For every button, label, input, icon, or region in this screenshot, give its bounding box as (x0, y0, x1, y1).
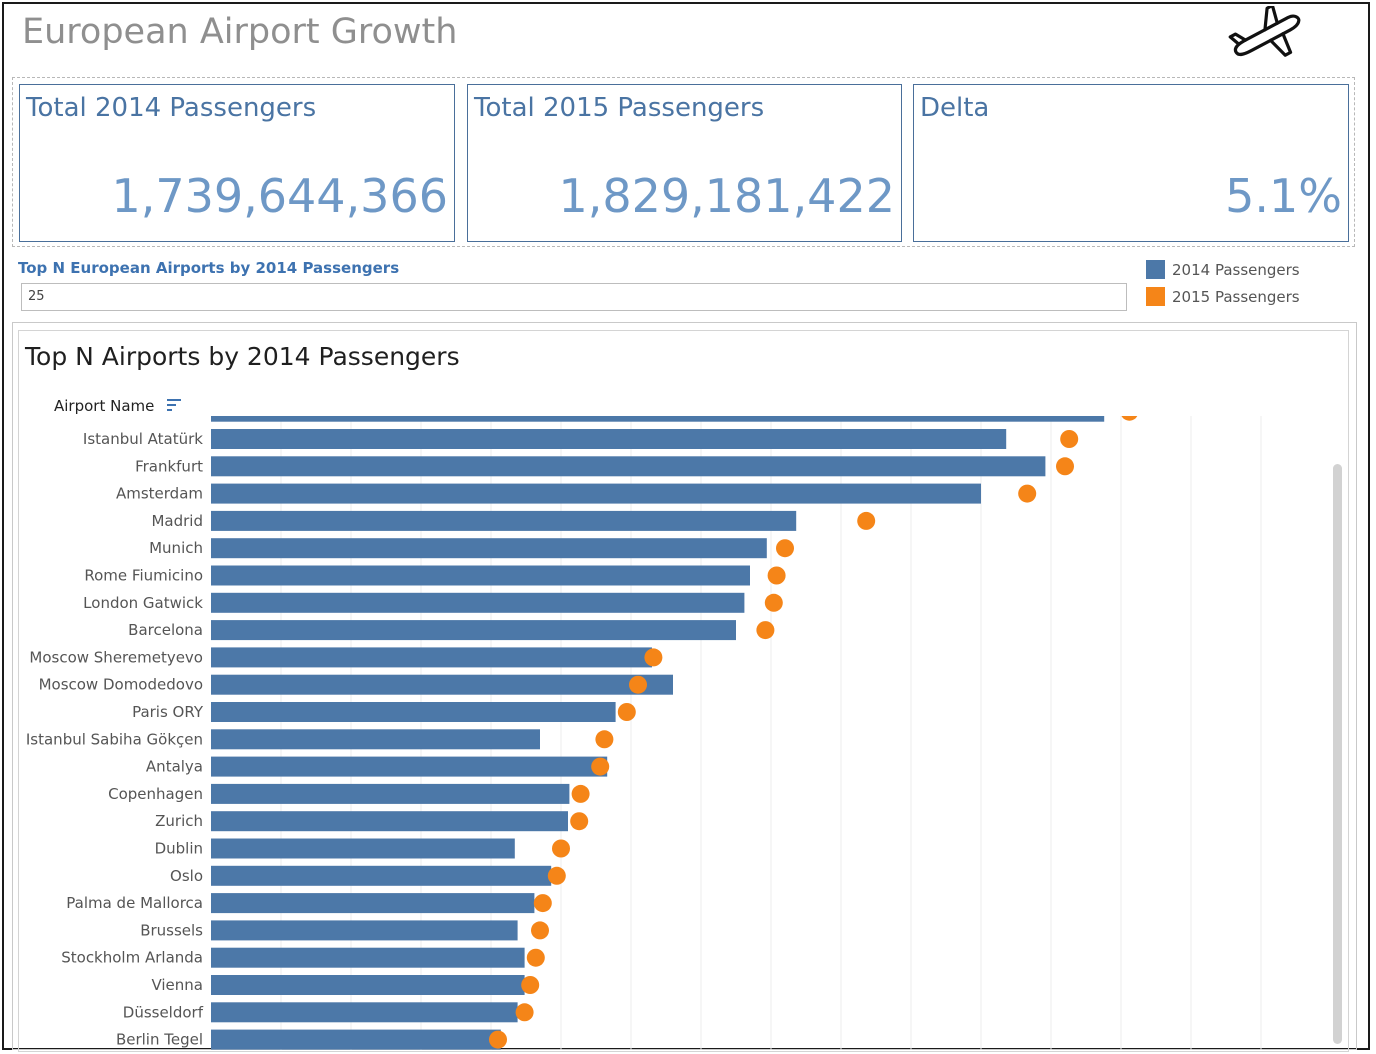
category-label: Düsseldorf (123, 1003, 204, 1021)
kpi-value: 5.1% (1225, 169, 1342, 223)
dot-2015[interactable] (571, 784, 590, 803)
dot-2015-partial[interactable] (1120, 416, 1138, 421)
category-label: Munich (149, 539, 203, 557)
bar-2014[interactable] (211, 893, 535, 914)
bar-2014[interactable] (211, 456, 1046, 477)
category-label: Vienna (151, 976, 203, 994)
kpi-row (12, 77, 1355, 247)
dot-2015[interactable] (515, 1003, 534, 1022)
category-label: Brussels (140, 921, 203, 939)
bar-2014[interactable] (211, 647, 652, 668)
category-label: Frankfurt (135, 457, 203, 475)
dot-2015[interactable] (547, 866, 566, 885)
legend-swatch-2014 (1146, 260, 1165, 279)
category-label: London Gatwick (83, 594, 203, 612)
chart-title: Top N Airports by 2014 Passengers (25, 342, 460, 371)
top-n-parameter-input[interactable]: 25 (21, 283, 1127, 311)
dot-2015[interactable] (764, 593, 783, 612)
chart-scrollbar-thumb[interactable] (1333, 464, 1342, 1044)
category-label: Barcelona (128, 621, 203, 639)
dot-2015[interactable] (767, 566, 786, 585)
dot-2015[interactable] (617, 703, 636, 721)
category-label: Dublin (155, 840, 203, 858)
category-label: Istanbul Atatürk (83, 430, 203, 448)
legend-swatch-2015 (1146, 287, 1165, 306)
category-label: Berlin Tegel (116, 1031, 203, 1049)
category-label: Moscow Sheremetyevo (29, 648, 203, 666)
bar-2014[interactable] (211, 620, 736, 641)
bar-2014[interactable] (211, 510, 797, 531)
dot-2015[interactable] (521, 976, 540, 994)
bar-2014[interactable] (211, 592, 745, 613)
dot-2015[interactable] (526, 948, 545, 967)
bar-chart-plot: Istanbul Atatürk Frankfurt Amsterdam Madrid… (26, 416, 1262, 1050)
dot-2015[interactable] (570, 812, 589, 831)
legend-label: 2015 Passengers (1172, 288, 1300, 306)
chart-panel (18, 330, 1349, 1052)
kpi-card-delta: Delta 5.1% (913, 84, 1349, 242)
bar-2014[interactable] (211, 920, 518, 941)
category-label: Amsterdam (116, 485, 203, 503)
bar-2014[interactable] (211, 674, 673, 695)
dot-2015[interactable] (1018, 484, 1037, 503)
category-label: Oslo (170, 867, 203, 885)
kpi-label: Total 2014 Passengers (26, 93, 317, 123)
dot-2015[interactable] (629, 675, 647, 694)
dot-2015[interactable] (776, 539, 794, 558)
bar-2014[interactable] (211, 729, 540, 750)
category-label: Madrid (151, 512, 203, 530)
kpi-card-2015: Total 2015 Passengers 1,829,181,422 (467, 84, 902, 242)
bar-2014[interactable] (211, 429, 1007, 449)
dot-2015[interactable] (595, 730, 614, 749)
bar-2014[interactable] (211, 975, 525, 995)
bar-2014[interactable] (211, 783, 570, 804)
category-label: Istanbul Sabiha Gökçen (26, 730, 203, 748)
category-axis-header[interactable]: Airport Name (54, 397, 155, 415)
dot-2015[interactable] (552, 839, 570, 858)
bar-2014[interactable] (211, 756, 608, 777)
bar-2014[interactable] (211, 538, 767, 559)
kpi-value: 1,739,644,366 (111, 169, 448, 223)
dot-2015[interactable] (489, 1030, 507, 1049)
bar-2014[interactable] (211, 811, 568, 832)
sort-descending-icon[interactable] (167, 399, 181, 411)
dot-2015[interactable] (1060, 430, 1079, 448)
category-label: Antalya (146, 758, 203, 776)
dot-2015[interactable] (591, 757, 610, 776)
category-label: Rome Fiumicino (84, 567, 203, 585)
kpi-label: Total 2015 Passengers (474, 93, 765, 123)
dot-2015[interactable] (756, 621, 775, 640)
bar-2014[interactable] (211, 702, 616, 722)
bar-2014[interactable] (211, 1002, 518, 1023)
dot-2015[interactable] (533, 894, 552, 913)
bar-2014[interactable] (211, 865, 552, 886)
top-n-parameter-label: Top N European Airports by 2014 Passenge… (18, 259, 400, 277)
bar-2014[interactable] (211, 1029, 501, 1050)
category-label: Paris ORY (132, 703, 204, 721)
dashboard-title: European Airport Growth (22, 12, 458, 52)
kpi-label: Delta (920, 93, 990, 123)
bar-2014[interactable] (211, 483, 981, 504)
bar-2014[interactable] (211, 838, 515, 859)
dot-2015[interactable] (644, 648, 663, 667)
kpi-value: 1,829,181,422 (558, 169, 895, 223)
dot-2015[interactable] (531, 921, 549, 940)
dot-2015[interactable] (857, 511, 876, 530)
category-label: Stockholm Arlanda (61, 949, 203, 967)
kpi-card-2014: Total 2014 Passengers 1,739,644,366 (19, 84, 455, 242)
bar-2014-partial[interactable] (211, 416, 1105, 422)
dot-2015[interactable] (1056, 457, 1074, 476)
airplane-icon (1228, 6, 1301, 57)
category-label: Moscow Domodedovo (39, 676, 203, 694)
category-label: Palma de Mallorca (66, 894, 203, 912)
bar-2014[interactable] (211, 565, 750, 586)
category-label: Copenhagen (108, 785, 203, 803)
legend-label: 2014 Passengers (1172, 261, 1300, 279)
category-label: Zurich (155, 812, 203, 830)
bar-2014[interactable] (211, 947, 525, 968)
chart-container (12, 322, 1357, 1050)
